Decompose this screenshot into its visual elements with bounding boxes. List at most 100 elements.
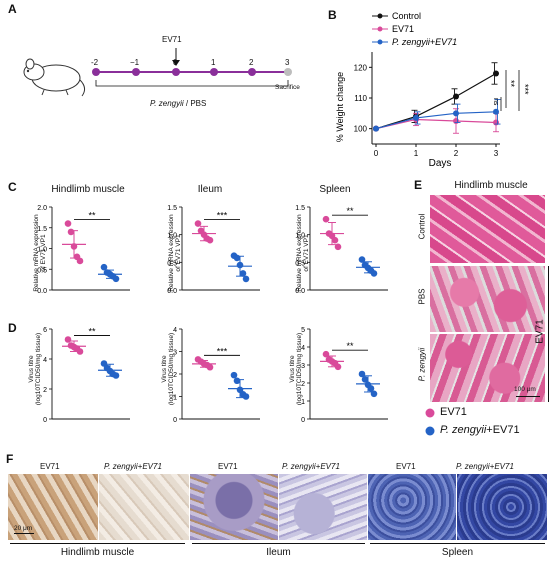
data-point	[334, 363, 342, 371]
sig-label: ***	[217, 211, 228, 221]
he-pz-image	[430, 334, 545, 402]
e-scale-label: 100 μm	[514, 386, 536, 393]
f-scale-bar	[14, 533, 34, 534]
legend-pz-marker	[425, 426, 435, 436]
sig-label: **	[88, 327, 96, 337]
legend-b-ev71: EV71	[392, 24, 414, 34]
scatter-plot-c-0: 0.0 0.5 1.0 1.5 2.0 **	[37, 205, 130, 295]
data-point	[206, 236, 214, 244]
chart-b-point	[493, 70, 499, 77]
chart-b-point	[453, 118, 459, 124]
ytick-label: 1.0	[295, 233, 305, 240]
f-line-spleen	[370, 543, 545, 544]
chart-b-point	[493, 108, 499, 115]
data-point	[112, 275, 120, 283]
f-label-4: P. zengyii+EV71	[282, 462, 340, 471]
e-row-pz: P. zengyii	[417, 347, 427, 382]
data-point	[70, 243, 78, 250]
data-point	[242, 393, 250, 400]
panel-label-a: A	[8, 2, 17, 16]
ytick-label: 1	[173, 395, 177, 402]
sig-label: **	[88, 211, 96, 221]
e-group-ev71: EV71	[534, 319, 546, 344]
ihc-spleen-ev71	[368, 474, 456, 540]
f-scale-label: 20 μm	[14, 525, 33, 532]
chart-b-line-0	[375, 72, 497, 130]
data-point	[370, 390, 378, 398]
legend-b-control: Control	[392, 11, 421, 21]
chart-b-xtick-label: 0	[374, 149, 379, 158]
ytick-label: 0	[301, 417, 305, 424]
scatter-plot-d-0: 0 2 4 6 **	[43, 327, 130, 424]
data-point	[76, 348, 84, 355]
ytick-label: 3	[173, 350, 177, 357]
ytick-label: 2	[43, 387, 47, 394]
chart-b-ytick-label: 120	[354, 63, 368, 72]
sig-b-ev71: **	[506, 80, 516, 88]
data-point	[233, 377, 241, 385]
charts-cd: 0.0 0.5 1.0 1.5 2.0 ** 0.0 0.5 1.0 1.5 *** 0.0 0.5 1.…	[37, 205, 388, 424]
legend-b-pz: P. zengyii+EV71	[392, 37, 457, 47]
ihc-muscle-ev71	[8, 474, 98, 540]
ihc-spleen-pz	[457, 474, 547, 540]
ihc-ileum-ev71	[190, 474, 278, 540]
data-point	[242, 275, 250, 283]
chart-b-ytick-label: 110	[354, 94, 367, 103]
chart-b-line-1	[375, 118, 497, 130]
d-ylabel-2: Virus titre (log10TCID50/mg tissue)	[161, 332, 175, 406]
f-tissue-spleen: Spleen	[441, 547, 474, 558]
chart-b-point	[453, 93, 459, 100]
ytick-label: 1	[301, 399, 305, 406]
data-point	[64, 336, 72, 343]
data-point	[331, 236, 339, 244]
ytick-label: 0.0	[167, 288, 177, 295]
e-row-pbs: PBS	[417, 288, 427, 305]
ytick-label: 1.0	[37, 247, 47, 254]
f-label-3: EV71	[218, 462, 238, 471]
data-point	[100, 263, 108, 271]
ytick-label: 0.5	[295, 260, 305, 267]
data-point	[236, 261, 244, 269]
scatter-plot-d-1: 0 1 2 3 4 ***	[173, 327, 260, 424]
f-tissue-ileum: Ileum	[266, 547, 291, 558]
tick-1: 1	[211, 58, 216, 67]
f-label-2: P. zengyii+EV71	[104, 462, 162, 471]
data-point	[334, 243, 342, 251]
sig-label: **	[346, 341, 354, 351]
data-point	[358, 256, 366, 263]
chart-b-line-2	[375, 111, 497, 130]
panel-label-d: D	[8, 321, 17, 335]
sacrifice-label: Sacrifice	[275, 84, 300, 91]
data-point	[322, 350, 330, 358]
he-control-image	[430, 195, 545, 263]
ytick-label: 2.0	[37, 205, 47, 212]
data-point	[361, 376, 369, 383]
tick-3: 3	[285, 58, 290, 67]
e-title: Hindlimb muscle	[454, 180, 528, 191]
data-point	[67, 228, 75, 236]
ytick-label: 2	[301, 381, 305, 388]
ihc-ileum-pz	[279, 474, 367, 540]
cd-legend	[425, 408, 435, 436]
scatter-plot-c-1: 0.0 0.5 1.0 1.5 ***	[167, 205, 260, 295]
legend-ev71-marker	[425, 408, 435, 418]
sig-b-ns: ns	[492, 98, 499, 106]
panel-label-e: E	[414, 178, 423, 192]
d-ylabel-3: Virus titre (log10TCID50/mg tissue)	[289, 332, 303, 406]
panel-label-c: C	[8, 180, 17, 194]
chart-b-ytick-label: 100	[354, 125, 368, 134]
ytick-label: 1.5	[167, 205, 177, 212]
panel-label-f: F	[6, 452, 14, 466]
f-label-1: EV71	[40, 462, 60, 471]
ytick-label: 1.5	[37, 226, 47, 233]
data-point	[322, 215, 330, 223]
ihc-muscle-pz	[99, 474, 189, 540]
c-title-muscle: Hindlimb muscle	[51, 184, 125, 195]
chart-b-point	[453, 110, 459, 117]
chart-b-point	[493, 119, 499, 126]
chart-b-xtick-label: 2	[454, 149, 459, 158]
legend-b: Control EV71 P. zengyii+EV71	[372, 11, 457, 47]
data-point	[112, 372, 120, 379]
ytick-label: 3	[301, 363, 305, 370]
ytick-label: 4	[301, 345, 305, 352]
